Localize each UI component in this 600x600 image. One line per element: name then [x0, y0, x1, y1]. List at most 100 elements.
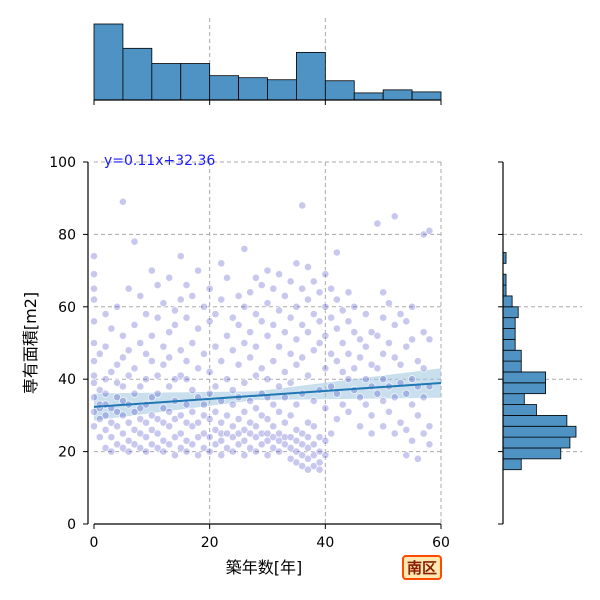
scatter-point [298, 201, 307, 210]
scatter-point [286, 378, 295, 387]
scatter-point [396, 418, 405, 427]
scatter-point [252, 310, 260, 318]
scatter-point [252, 447, 260, 456]
scatter-point [217, 259, 226, 268]
scatter-point [425, 422, 434, 431]
scatter-point [402, 342, 411, 351]
scatter-point [228, 433, 237, 442]
right-histogram-bar [502, 328, 516, 340]
scatter-point [379, 313, 388, 322]
scatter-point [130, 440, 139, 449]
scatter-point [194, 451, 202, 460]
scatter-point [390, 429, 399, 438]
scatter-point [159, 418, 168, 427]
scatter-point [147, 425, 156, 434]
scatter-point [211, 382, 220, 391]
right-histogram-bar [502, 458, 522, 471]
top-histogram-bar [238, 77, 268, 101]
scatter-point [95, 349, 104, 358]
scatter-point [298, 440, 307, 449]
x-axis-title: 築年数[年] [226, 558, 303, 577]
scatter-point [147, 393, 156, 402]
scatter-point [257, 364, 266, 373]
scatter-point [315, 433, 324, 442]
scatter-point [90, 407, 98, 416]
top-histogram-bar [151, 63, 182, 101]
scatter-point [246, 397, 255, 405]
scatter-point [292, 447, 301, 456]
scatter-point [228, 422, 237, 431]
scatter-point [95, 386, 104, 394]
y-tick-label: 80 [58, 227, 76, 243]
scatter-point [119, 331, 127, 340]
scatter-point [344, 349, 353, 358]
scatter-point [113, 302, 122, 311]
scatter-point [379, 349, 388, 358]
scatter-point [240, 244, 249, 253]
scatter-point [373, 364, 382, 373]
scatter-point [234, 360, 243, 369]
scatter-point [269, 422, 278, 431]
scatter-point [101, 411, 110, 420]
scatter-point [124, 447, 133, 456]
scatter-point [159, 299, 168, 308]
scatter-point [130, 364, 139, 373]
scatter-point [286, 349, 295, 358]
right-histogram-bar [502, 404, 537, 416]
top-marginal-histogram [93, 18, 442, 105]
right-histogram-ticks [498, 161, 503, 525]
scatter-point [211, 407, 220, 416]
scatter-point [419, 328, 428, 337]
scatter-point [234, 415, 243, 423]
scatter-point [321, 331, 330, 340]
scatter-point [292, 425, 301, 434]
scatter-point [332, 248, 341, 257]
scatter-point [223, 273, 231, 282]
scatter-point [194, 418, 202, 427]
scatter-point [408, 400, 416, 409]
scatter-point [338, 306, 347, 315]
scatter-point [263, 375, 272, 384]
scatter-point [304, 418, 312, 427]
scatter-point [124, 346, 133, 355]
scatter-point [90, 270, 98, 279]
scatter-point [309, 462, 318, 470]
scatter-point [356, 393, 364, 402]
scatter-point [194, 324, 202, 333]
scatter-point [101, 310, 110, 318]
scatter-point [263, 415, 272, 423]
scatter-point [367, 360, 376, 369]
x-tick-label: 20 [201, 535, 219, 551]
scatter-point [344, 407, 353, 416]
scatter-point [286, 454, 295, 463]
top-histogram-bar [122, 47, 153, 101]
scatter-point [280, 433, 289, 442]
scatter-point [223, 375, 231, 384]
scatter-point [101, 444, 110, 452]
y-tick-label: 100 [49, 155, 76, 171]
scatter-point [286, 444, 295, 452]
scatter-point [113, 407, 122, 416]
scatter-point [315, 458, 324, 467]
x-tick-label: 40 [316, 535, 334, 551]
scatter-point [165, 273, 174, 282]
scatter-point [95, 415, 104, 423]
scatter-point [113, 393, 122, 402]
scatter-point [373, 219, 382, 228]
top-histogram-bars [93, 23, 442, 101]
y-tick-label: 40 [58, 372, 76, 388]
scatter-point [321, 404, 330, 413]
scatter-point [142, 400, 150, 409]
scatter-point [257, 281, 266, 289]
scatter-point [304, 465, 312, 474]
scatter-point [165, 328, 174, 337]
scatter-point [252, 433, 260, 442]
scatter-point [263, 266, 272, 275]
scatter-point [194, 364, 202, 373]
scatter-point [211, 310, 220, 318]
scatter-point [113, 360, 122, 369]
scatter-point [304, 295, 312, 304]
scatter-point [90, 357, 98, 365]
scatter-point [147, 411, 156, 420]
scatter-point [113, 422, 122, 431]
